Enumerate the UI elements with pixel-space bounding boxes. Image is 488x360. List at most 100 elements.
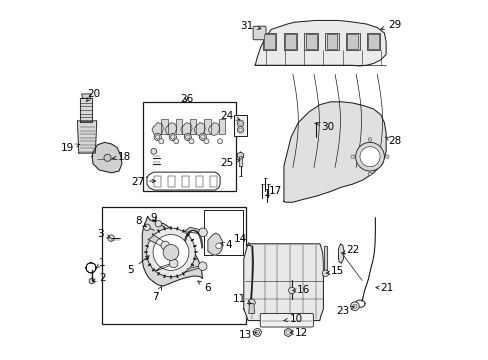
Circle shape bbox=[352, 304, 356, 309]
Text: 21: 21 bbox=[375, 283, 392, 293]
Text: 23: 23 bbox=[335, 306, 354, 316]
Polygon shape bbox=[152, 123, 163, 135]
Circle shape bbox=[355, 142, 384, 171]
Circle shape bbox=[255, 330, 259, 334]
Text: 6: 6 bbox=[198, 281, 210, 293]
Circle shape bbox=[247, 299, 255, 306]
Circle shape bbox=[253, 328, 261, 336]
Bar bbox=[326, 35, 337, 49]
Bar bbox=[304, 33, 317, 50]
Text: 5: 5 bbox=[127, 256, 149, 275]
Circle shape bbox=[104, 154, 111, 161]
Text: 14: 14 bbox=[234, 234, 250, 246]
Circle shape bbox=[170, 135, 175, 139]
Text: 31: 31 bbox=[240, 21, 261, 31]
Text: 16: 16 bbox=[292, 285, 309, 296]
Bar bbox=[285, 35, 295, 49]
FancyBboxPatch shape bbox=[253, 26, 265, 40]
Circle shape bbox=[217, 139, 222, 144]
Text: 18: 18 bbox=[112, 152, 131, 162]
Bar bbox=[367, 35, 378, 49]
Text: 25: 25 bbox=[219, 158, 239, 168]
Bar bbox=[366, 33, 380, 50]
Polygon shape bbox=[324, 246, 326, 270]
Circle shape bbox=[143, 224, 150, 230]
FancyBboxPatch shape bbox=[260, 314, 313, 327]
Bar bbox=[210, 176, 217, 187]
Circle shape bbox=[184, 134, 191, 140]
Circle shape bbox=[215, 243, 221, 249]
Circle shape bbox=[238, 128, 242, 132]
Text: 3: 3 bbox=[97, 229, 110, 239]
Polygon shape bbox=[239, 156, 242, 166]
Text: 4: 4 bbox=[220, 240, 232, 250]
Bar bbox=[218, 119, 224, 134]
Circle shape bbox=[203, 139, 208, 144]
Polygon shape bbox=[208, 123, 219, 135]
Polygon shape bbox=[89, 278, 94, 284]
Circle shape bbox=[155, 135, 160, 139]
Bar bbox=[283, 33, 297, 50]
Bar bbox=[262, 33, 276, 50]
Circle shape bbox=[198, 228, 207, 237]
Text: 26: 26 bbox=[180, 94, 193, 104]
Circle shape bbox=[174, 139, 179, 144]
Circle shape bbox=[359, 147, 379, 167]
Polygon shape bbox=[142, 217, 202, 286]
Polygon shape bbox=[184, 265, 204, 273]
Polygon shape bbox=[92, 142, 122, 173]
Circle shape bbox=[237, 127, 244, 133]
Circle shape bbox=[199, 134, 206, 140]
Bar bbox=[264, 35, 274, 49]
Polygon shape bbox=[244, 244, 323, 320]
Polygon shape bbox=[184, 227, 205, 234]
Bar bbox=[154, 176, 160, 187]
Bar bbox=[346, 33, 359, 50]
Circle shape bbox=[161, 241, 169, 250]
Bar bbox=[175, 119, 182, 134]
Bar bbox=[233, 116, 247, 136]
Bar bbox=[182, 176, 188, 187]
Text: 15: 15 bbox=[325, 266, 344, 276]
Text: 13: 13 bbox=[238, 330, 257, 340]
Polygon shape bbox=[194, 123, 205, 135]
Bar bbox=[325, 33, 338, 50]
Circle shape bbox=[151, 148, 156, 154]
Circle shape bbox=[188, 139, 194, 144]
Polygon shape bbox=[284, 328, 291, 337]
Polygon shape bbox=[148, 235, 167, 247]
Bar bbox=[196, 176, 203, 187]
Polygon shape bbox=[80, 98, 92, 122]
Circle shape bbox=[185, 135, 190, 139]
Polygon shape bbox=[284, 102, 386, 202]
Bar bbox=[204, 119, 210, 134]
Circle shape bbox=[288, 287, 294, 294]
Circle shape bbox=[154, 134, 161, 140]
Polygon shape bbox=[180, 123, 192, 135]
Polygon shape bbox=[155, 262, 175, 271]
Polygon shape bbox=[338, 244, 344, 263]
Bar bbox=[204, 210, 243, 255]
Polygon shape bbox=[248, 304, 254, 314]
Polygon shape bbox=[255, 21, 386, 66]
Text: 19: 19 bbox=[61, 143, 80, 153]
Polygon shape bbox=[207, 233, 222, 255]
Circle shape bbox=[237, 120, 244, 127]
Bar bbox=[143, 102, 235, 191]
Circle shape bbox=[108, 235, 114, 241]
Text: 30: 30 bbox=[315, 122, 334, 132]
Circle shape bbox=[367, 172, 371, 176]
Text: 2: 2 bbox=[92, 273, 106, 283]
Circle shape bbox=[385, 155, 388, 158]
Circle shape bbox=[350, 302, 359, 311]
Text: 12: 12 bbox=[290, 328, 307, 338]
Circle shape bbox=[146, 228, 195, 277]
Bar bbox=[190, 119, 196, 134]
Circle shape bbox=[153, 234, 188, 270]
Text: 17: 17 bbox=[265, 186, 282, 196]
Circle shape bbox=[238, 122, 242, 125]
Bar bbox=[161, 119, 167, 134]
Circle shape bbox=[350, 155, 354, 158]
Text: 29: 29 bbox=[380, 20, 400, 30]
Polygon shape bbox=[237, 152, 243, 159]
